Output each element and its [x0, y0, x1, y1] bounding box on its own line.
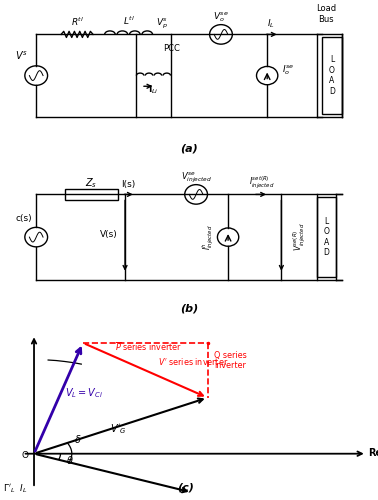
Text: $V'$ series inverter: $V'$ series inverter	[158, 356, 229, 366]
Bar	[317, 198, 336, 277]
Text: $I^{se}_{o}$: $I^{se}_{o}$	[282, 64, 294, 77]
Text: L
O
A
D: L O A D	[324, 217, 330, 257]
Text: $\Gamma'_L$  $I_L$: $\Gamma'_L$ $I_L$	[3, 482, 27, 495]
Text: PCC: PCC	[163, 44, 180, 53]
Text: L
O
A
D: L O A D	[329, 56, 335, 96]
Text: V(s): V(s)	[100, 230, 118, 239]
Text: $L^{tl}$: $L^{tl}$	[122, 14, 135, 26]
Text: $V^s$: $V^s$	[15, 50, 28, 62]
Text: $V_L=V_{Ci}$: $V_L=V_{Ci}$	[65, 386, 102, 400]
Bar	[322, 38, 342, 114]
Text: $I_L$: $I_L$	[267, 18, 275, 30]
Text: $V^s_p$: $V^s_p$	[156, 18, 168, 32]
Text: $\mathbf{I}_{Li}$: $\mathbf{I}_{Li}$	[148, 84, 159, 96]
Text: $V^{se}_{injected}$: $V^{se}_{injected}$	[181, 170, 212, 184]
Text: (b): (b)	[180, 304, 198, 314]
Text: $R^{tl}$: $R^{tl}$	[71, 16, 84, 28]
Text: $\delta$: $\delta$	[74, 434, 81, 446]
Bar	[65, 189, 118, 200]
Text: Real: Real	[369, 448, 378, 458]
Text: $I^{set(R)}_{injected}$: $I^{set(R)}_{injected}$	[249, 174, 275, 191]
Text: (c): (c)	[177, 482, 194, 492]
Text: c(s): c(s)	[15, 214, 32, 223]
Text: Load
Bus: Load Bus	[316, 4, 336, 24]
Text: $Z_s$: $Z_s$	[85, 176, 98, 190]
Text: O: O	[21, 452, 28, 460]
Text: I(s): I(s)	[121, 180, 136, 189]
Text: $I^h_{injected}$: $I^h_{injected}$	[201, 224, 216, 250]
Text: $V'_G$: $V'_G$	[110, 422, 127, 436]
Text: $V^{se(R)}_{injected}$: $V^{se(R)}_{injected}$	[292, 223, 308, 252]
Text: $V^{se}_{o}$: $V^{se}_{o}$	[213, 10, 229, 24]
Text: $\overline{P}$ series inverter: $\overline{P}$ series inverter	[115, 340, 183, 353]
Text: $\theta$: $\theta$	[66, 454, 74, 466]
Text: Q series
inverter: Q series inverter	[214, 350, 247, 370]
Text: (a): (a)	[180, 144, 198, 154]
